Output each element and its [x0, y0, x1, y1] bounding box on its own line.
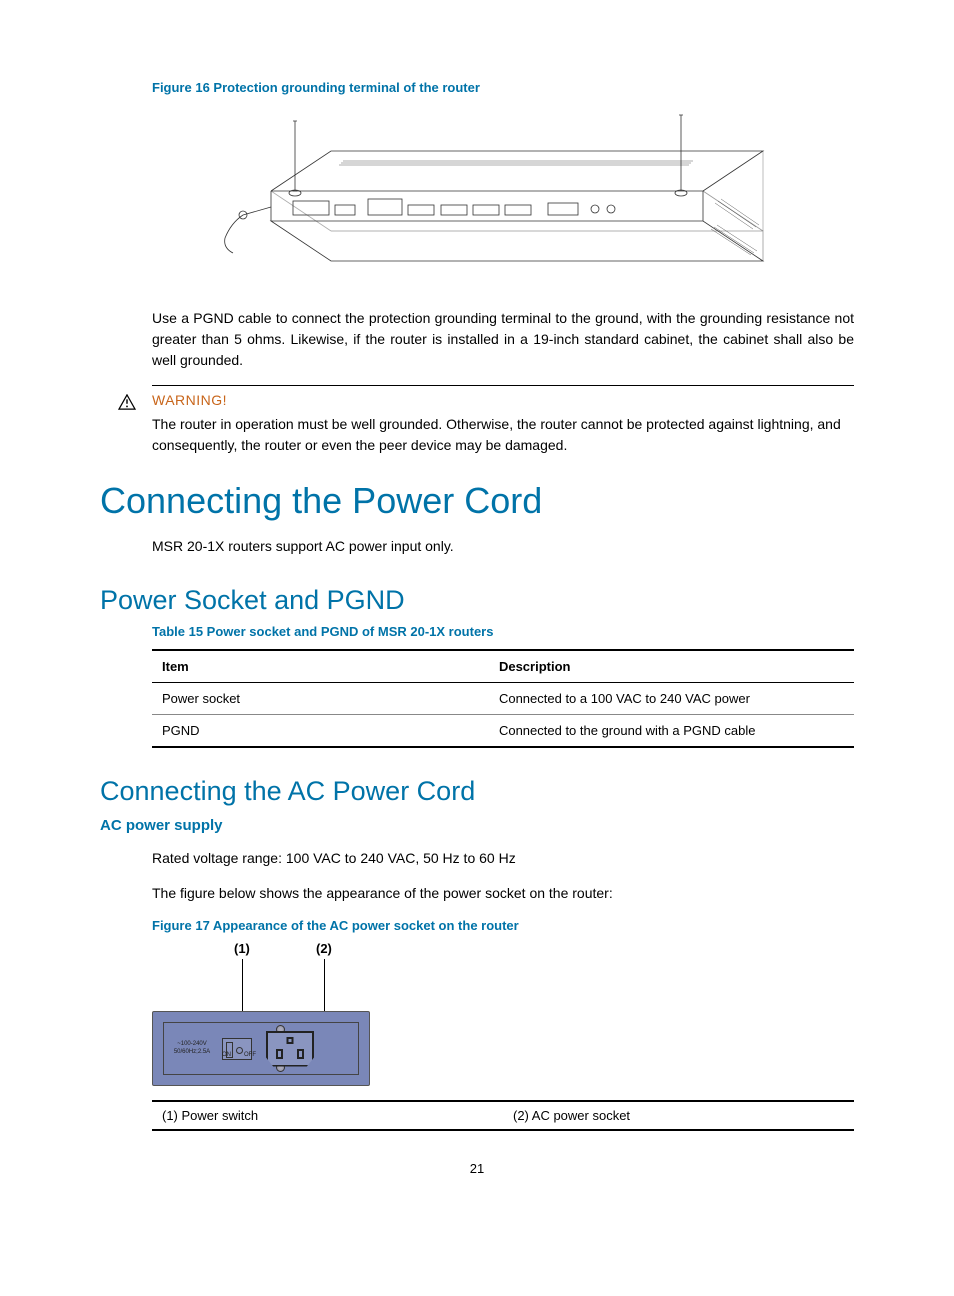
warning-rule	[152, 385, 854, 386]
warning-label: WARNING!	[152, 392, 854, 408]
page-number: 21	[100, 1161, 854, 1176]
figure-intro-text: The figure below shows the appearance of…	[152, 883, 854, 904]
figure17-caption: Figure 17 Appearance of the AC power soc…	[152, 918, 854, 933]
table15-header-desc: Description	[489, 650, 854, 683]
figure17-legend: (1) Power switch (2) AC power socket	[152, 1100, 854, 1131]
router-line-drawing	[223, 103, 783, 288]
legend-item: (1) Power switch	[152, 1101, 503, 1130]
rated-voltage-text: Rated voltage range: 100 VAC to 240 VAC,…	[152, 848, 854, 869]
h2-connecting-ac: Connecting the AC Power Cord	[100, 776, 854, 807]
figure16-caption: Figure 16 Protection grounding terminal …	[152, 80, 854, 95]
callout-1-line	[242, 959, 243, 1011]
warning-block: WARNING! The router in operation must be…	[100, 385, 854, 456]
callout-1-label: (1)	[234, 941, 250, 956]
table-row: Power socket Connected to a 100 VAC to 2…	[152, 683, 854, 715]
pgnd-paragraph: Use a PGND cable to connect the protecti…	[152, 308, 854, 371]
table15-header-item: Item	[152, 650, 489, 683]
ac-socket-icon	[266, 1031, 314, 1067]
h2-power-socket-pgnd: Power Socket and PGND	[100, 585, 854, 616]
table15: Item Description Power socket Connected …	[152, 649, 854, 748]
warning-triangle-icon	[118, 394, 136, 410]
h1-connecting-power-cord: Connecting the Power Cord	[100, 480, 854, 522]
legend-item: (2) AC power socket	[503, 1101, 854, 1130]
callout-2-label: (2)	[316, 941, 332, 956]
rating-label: ~100-240V 50/60Hz;2.5A	[168, 1041, 216, 1057]
ac-power-supply-title: AC power supply	[100, 817, 854, 834]
power-socket-figure: (1) (2) ~100-240V 50/60Hz;2.5A ON OFF	[152, 941, 370, 1086]
msr-support-text: MSR 20-1X routers support AC power input…	[152, 536, 854, 557]
warning-text: The router in operation must be well gro…	[152, 414, 854, 456]
off-label: OFF	[244, 1052, 256, 1058]
table15-caption: Table 15 Power socket and PGND of MSR 20…	[152, 624, 854, 639]
on-label: ON	[222, 1052, 231, 1058]
callout-2-line	[324, 959, 325, 1011]
table-row: PGND Connected to the ground with a PGND…	[152, 715, 854, 748]
